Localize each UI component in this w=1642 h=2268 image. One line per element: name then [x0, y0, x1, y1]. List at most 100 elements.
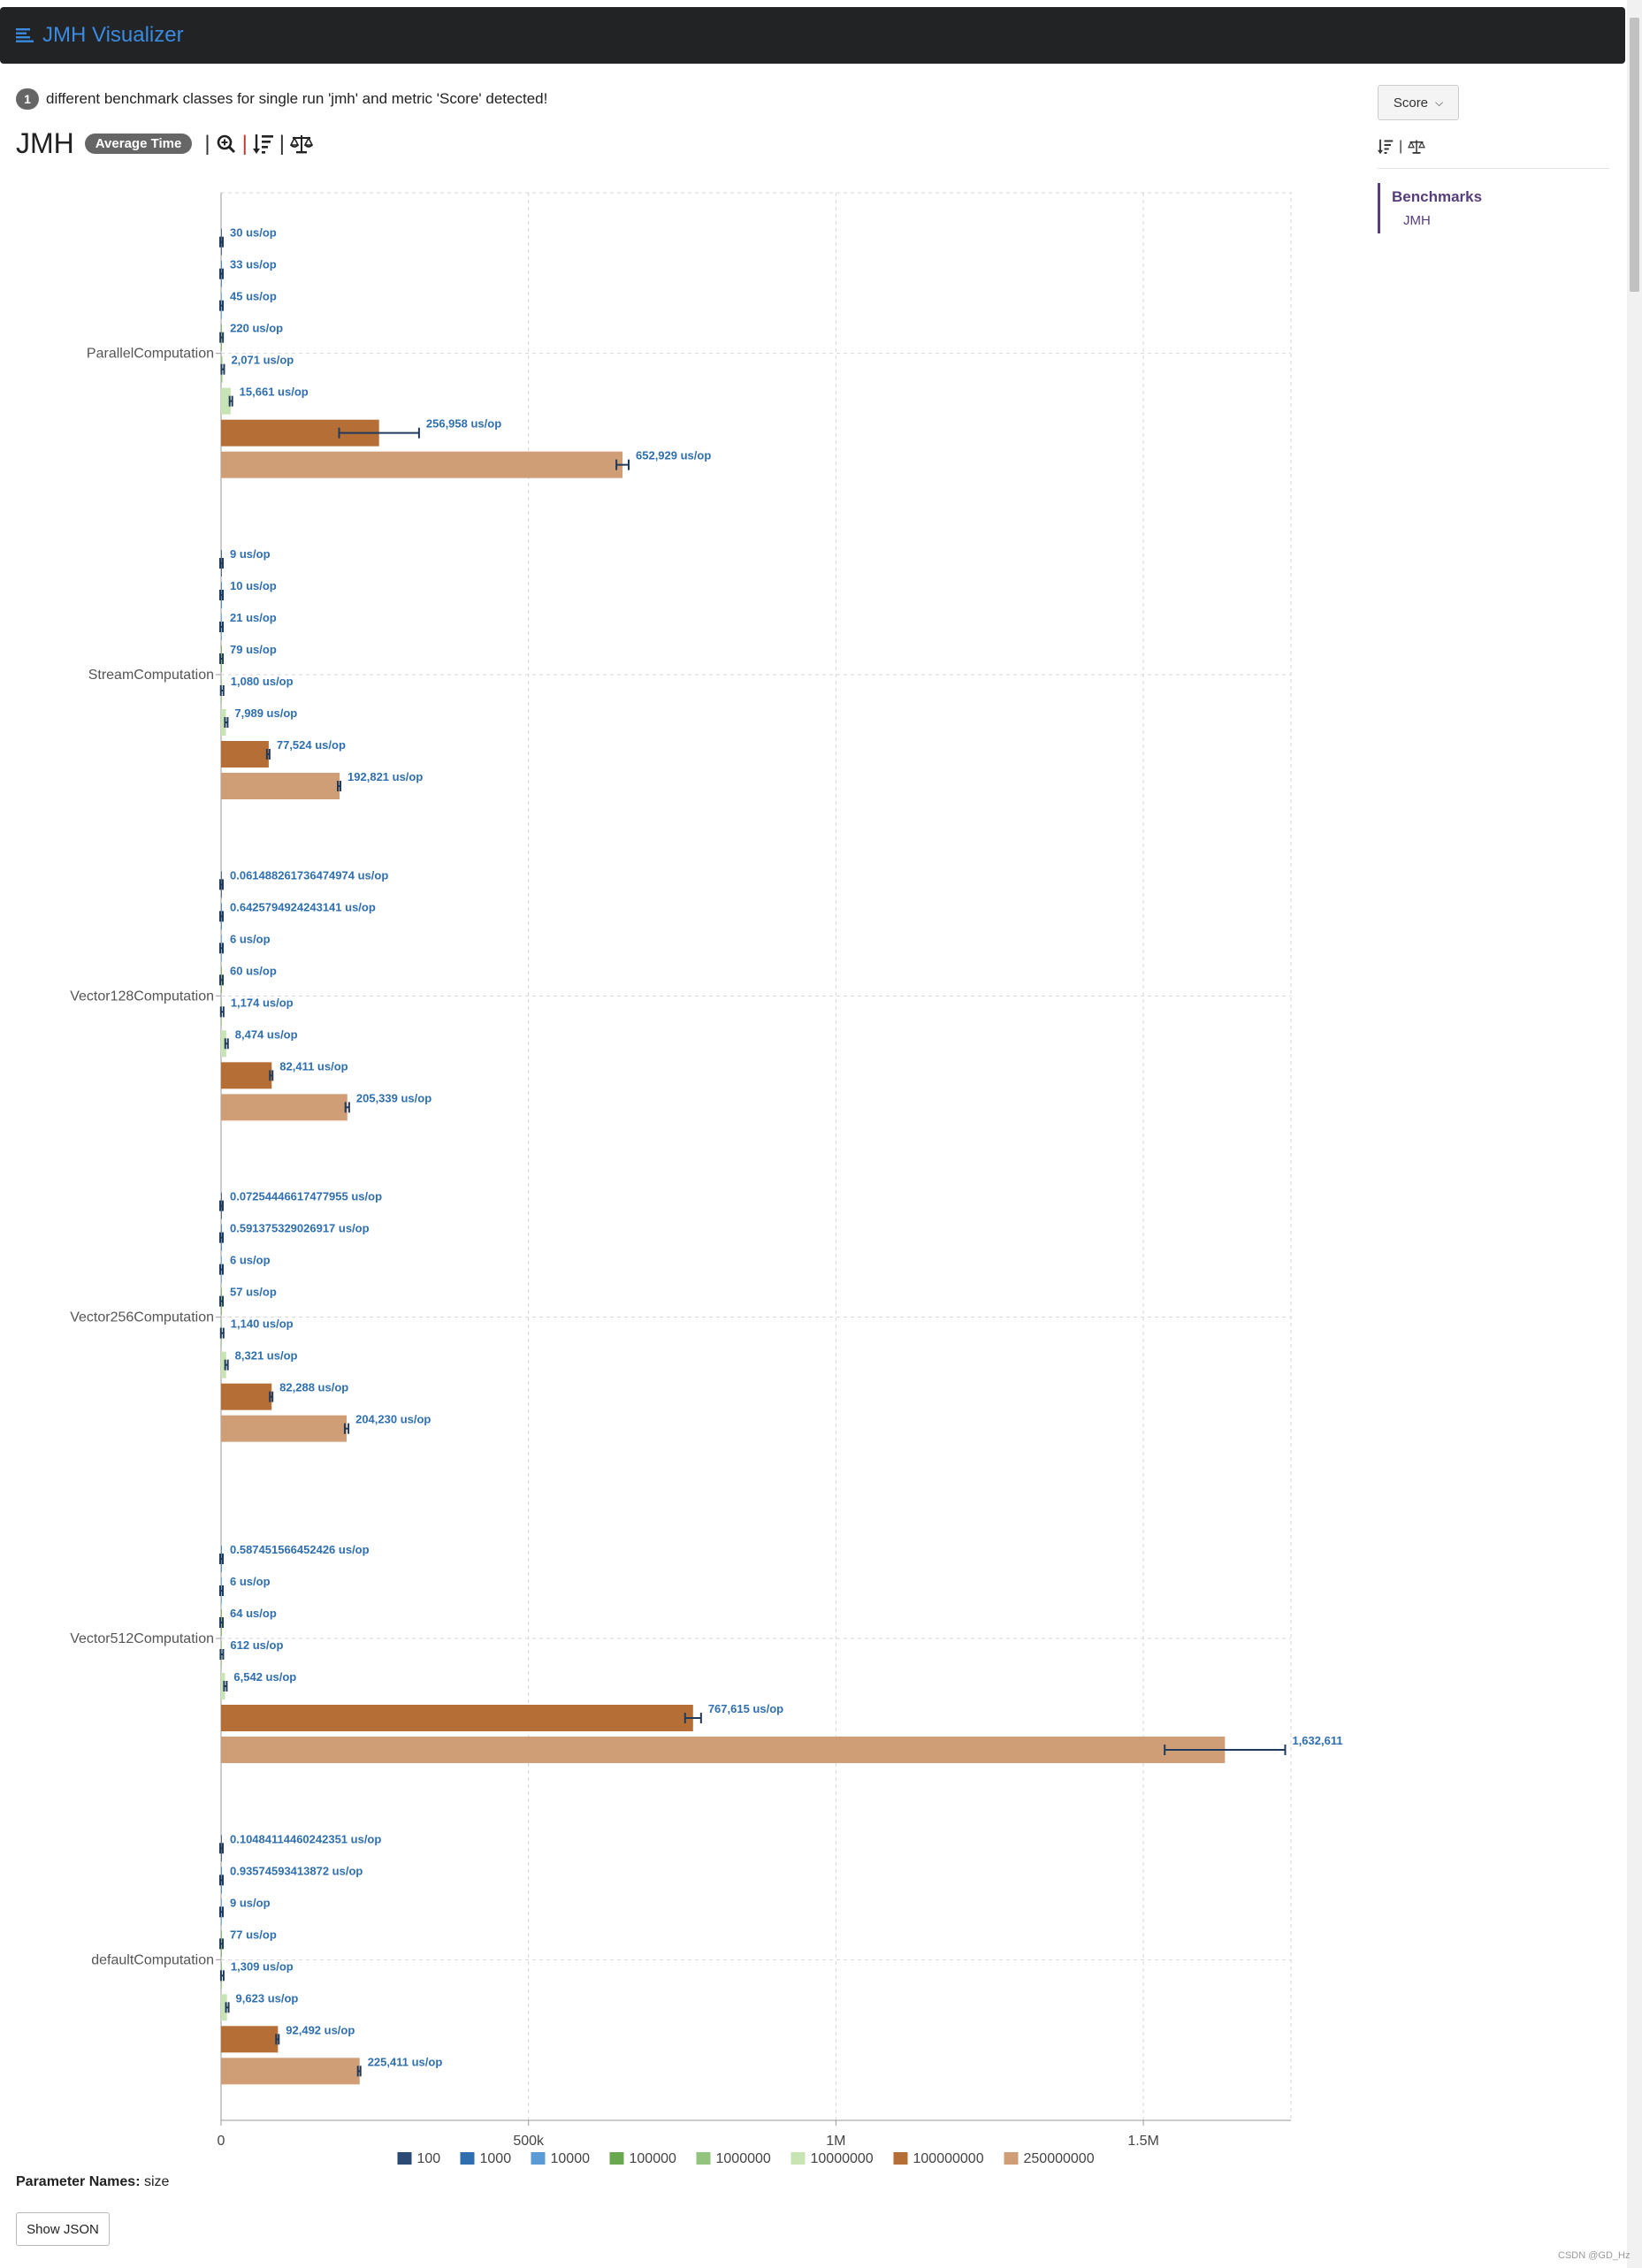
data-label: 30 us/op — [230, 226, 277, 240]
data-label: 1,309 us/op — [231, 1959, 294, 1973]
parameter-names: Parameter Names: size — [16, 2174, 169, 2190]
app-brand-link[interactable]: JMH Visualizer — [16, 7, 184, 64]
page-title: JMH — [16, 127, 74, 159]
data-label: 7,989 us/op — [234, 706, 297, 720]
data-label: 21 us/op — [230, 611, 277, 624]
legend-item-1000000: 1000000 — [716, 2151, 771, 2166]
x-tick-label: 500k — [513, 2134, 545, 2149]
data-label: 1,174 us/op — [231, 996, 294, 1009]
legend-item-100000000: 100000000 — [913, 2151, 984, 2166]
legend-swatch — [696, 2152, 711, 2165]
metric-select-value: Score — [1393, 95, 1429, 111]
parameter-label: Parameter Names: — [16, 2174, 141, 2189]
legend-swatch — [531, 2152, 546, 2165]
data-label: 0.587451566452426 us/op — [230, 1543, 370, 1556]
data-label: 77 us/op — [230, 1928, 277, 1941]
data-label: 33 us/op — [230, 258, 277, 271]
data-label: 0.591375329026917 us/op — [230, 1222, 370, 1235]
x-tick-label: 1.5M — [1127, 2134, 1159, 2149]
nav-item-jmh[interactable]: JMH — [1403, 213, 1431, 228]
data-label: 6 us/op — [230, 932, 271, 945]
y-tick-label: ParallelComputation — [87, 347, 214, 362]
notice-text: different benchmark classes for single r… — [46, 90, 548, 107]
data-label: 2,071 us/op — [231, 354, 294, 367]
legend-swatch — [1004, 2152, 1019, 2165]
separator: | — [204, 131, 210, 156]
separator: | — [279, 131, 286, 156]
balance-scale-icon[interactable] — [290, 134, 314, 155]
metric-select[interactable]: Score ⌵ — [1378, 85, 1459, 120]
detection-notice: 1 different benchmark classes for single… — [16, 88, 547, 110]
chevron-down-icon: ⌵ — [1435, 95, 1444, 109]
data-label: 10 us/op — [230, 579, 277, 592]
count-badge: 1 — [16, 88, 39, 110]
y-tick-label: Vector128Computation — [70, 989, 214, 1004]
bar-250000000 — [221, 1415, 347, 1442]
legend-swatch — [790, 2152, 806, 2165]
data-label: 82,411 us/op — [279, 1059, 347, 1073]
legend-item-100000: 100000 — [630, 2151, 676, 2166]
data-label: 9 us/op — [230, 1896, 271, 1909]
data-label: 1,140 us/op — [231, 1317, 294, 1331]
bar-10000000 — [221, 1994, 227, 2021]
nav-header-benchmarks[interactable]: Benchmarks — [1392, 188, 1483, 205]
mode-badge: Average Time — [84, 134, 193, 154]
separator: | — [1399, 139, 1403, 154]
sort-icon[interactable] — [1378, 138, 1394, 156]
data-label: 6 us/op — [230, 1254, 271, 1267]
legend-item-10000000: 10000000 — [811, 2151, 874, 2166]
scrollbar-thumb[interactable] — [1630, 18, 1639, 292]
data-label: 1,080 us/op — [231, 675, 294, 688]
watermark-text: CSDN @GD_Hz — [1558, 2250, 1631, 2261]
balance-scale-icon[interactable] — [1408, 139, 1426, 155]
top-navbar: JMH Visualizer — [0, 7, 1625, 64]
data-label: 225,411 us/op — [368, 2055, 443, 2068]
data-label: 6,542 us/op — [233, 1670, 296, 1684]
data-label: 82,288 us/op — [279, 1381, 348, 1394]
data-label: 220 us/op — [230, 322, 283, 335]
bar-250000000 — [221, 773, 340, 799]
data-label: 0.061488261736474974 us/op — [230, 868, 388, 882]
app-title: JMH Visualizer — [42, 23, 184, 47]
data-label: 9,623 us/op — [236, 1991, 299, 2005]
bar-100000000 — [221, 1705, 693, 1731]
y-tick-label: Vector512Computation — [70, 1631, 214, 1646]
data-label: 204,230 us/op — [355, 1413, 431, 1426]
bar-100000000 — [221, 1062, 272, 1089]
data-label: 0.07254446617477955 us/op — [230, 1190, 382, 1203]
bar-100000000 — [221, 741, 269, 767]
benchmarks-nav: Benchmarks JMH — [1378, 183, 1608, 233]
vertical-scrollbar[interactable] — [1627, 0, 1642, 2268]
bar-10000000 — [221, 1351, 226, 1378]
show-json-button[interactable]: Show JSON — [16, 2212, 110, 2246]
y-tick-label: defaultComputation — [91, 1952, 214, 1967]
bar-10000000 — [221, 387, 231, 415]
data-label: 8,321 us/op — [235, 1349, 298, 1363]
bar-100000000 — [221, 2026, 279, 2053]
data-label: 64 us/op — [230, 1607, 277, 1620]
bar-250000000 — [221, 451, 623, 478]
separator: | — [241, 131, 248, 156]
sidebar-tools: | — [1378, 138, 1609, 169]
data-label: 77,524 us/op — [277, 738, 346, 752]
bar-10000000 — [221, 1673, 225, 1699]
x-tick-label: 1M — [826, 2134, 845, 2149]
data-label: 6 us/op — [230, 1575, 271, 1588]
data-label: 92,492 us/op — [286, 2023, 355, 2036]
data-label: 9 us/op — [230, 547, 271, 561]
parameter-value: size — [143, 2174, 170, 2189]
data-label: 0.6425794924243141 us/op — [230, 900, 376, 913]
data-label: 15,661 us/op — [240, 386, 309, 399]
bar-250000000 — [221, 1094, 347, 1121]
benchmark-header: JMH Average Time | | | — [16, 127, 314, 160]
zoom-in-icon[interactable] — [216, 134, 237, 155]
legend-swatch — [460, 2152, 475, 2165]
legend-item-100: 100 — [417, 2151, 441, 2166]
bar-250000000 — [221, 2058, 360, 2085]
bar-10000000 — [221, 709, 226, 736]
data-label: 192,821 us/op — [347, 770, 423, 783]
plot-frame — [220, 192, 1292, 2121]
data-label: 1,632,611 us/op — [1292, 1734, 1344, 1747]
sort-icon[interactable] — [252, 133, 274, 156]
data-label: 57 us/op — [230, 1286, 277, 1299]
